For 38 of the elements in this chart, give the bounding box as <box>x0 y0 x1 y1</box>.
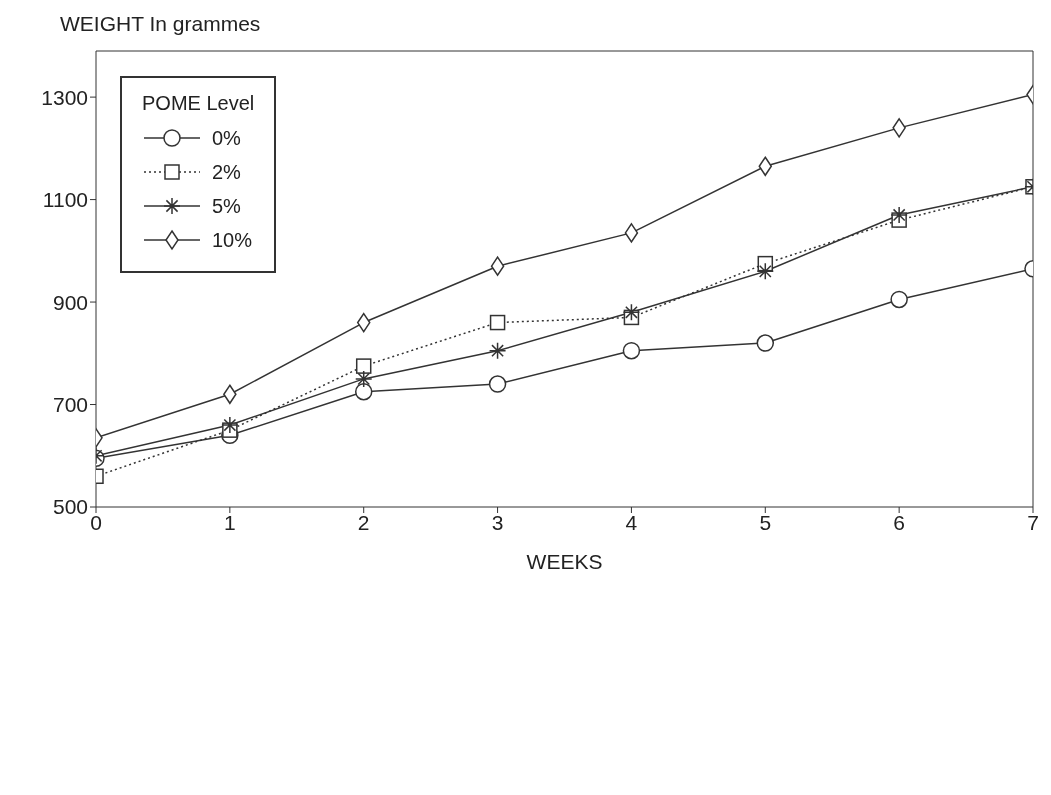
point <box>756 334 775 352</box>
point <box>490 256 505 276</box>
legend-label: 5% <box>212 194 241 218</box>
point <box>892 118 906 138</box>
point <box>356 312 371 333</box>
y-tick-label: 900 <box>52 290 88 314</box>
point <box>355 358 372 374</box>
point <box>624 223 639 243</box>
point <box>890 206 908 224</box>
point <box>354 382 373 401</box>
x-tick-label: 1 <box>224 510 236 534</box>
x-tick-label: 0 <box>90 510 102 534</box>
point <box>622 341 641 360</box>
legend-label: 2% <box>212 160 241 184</box>
x-tick-label: 3 <box>491 510 504 534</box>
x-tick-label: 5 <box>759 510 772 534</box>
x-axis-title: WEEKS <box>526 550 603 573</box>
point <box>488 341 507 360</box>
point <box>890 290 908 309</box>
y-axis-title: WEIGHT In grammes <box>60 12 261 36</box>
point <box>221 416 239 434</box>
x-tick-label: 7 <box>1027 510 1039 534</box>
legend-title: POME Level <box>142 92 255 115</box>
y-tick-label: 1100 <box>42 188 88 212</box>
x-tick-label: 4 <box>625 510 638 534</box>
y-tick-label: 500 <box>52 495 88 519</box>
point <box>489 314 506 331</box>
point <box>488 375 507 393</box>
point <box>758 156 773 177</box>
y-tick-label: 1300 <box>41 85 88 109</box>
x-tick-label: 2 <box>357 510 370 534</box>
legend-label: 10% <box>212 228 253 252</box>
x-tick-label: 6 <box>893 510 905 534</box>
point <box>756 262 775 281</box>
point <box>354 370 373 388</box>
legend-label: 0% <box>212 126 241 150</box>
point <box>622 303 641 322</box>
y-tick-label: 700 <box>52 392 88 416</box>
